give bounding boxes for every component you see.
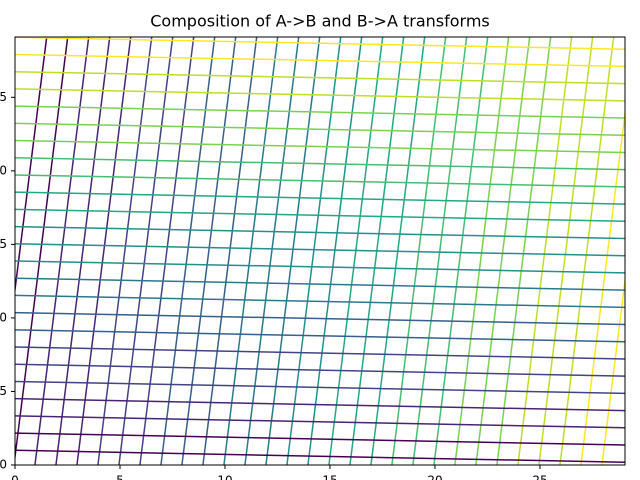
grid-curve xyxy=(559,37,615,465)
axes: 0 5 10 15 20 25 0 5 10 15 20 25 xyxy=(0,36,626,480)
grid-curve xyxy=(15,208,625,223)
grid-curve xyxy=(15,105,625,119)
grid-curve xyxy=(15,174,625,188)
x-tick-label: 20 xyxy=(427,474,442,480)
grid-curve xyxy=(15,139,625,154)
y-tick-label: 10 xyxy=(0,310,7,324)
grid-curve xyxy=(15,311,625,326)
grid-curve xyxy=(15,432,625,446)
grid-curve xyxy=(286,37,342,465)
y-tick-label: 5 xyxy=(0,384,7,398)
grid-curve xyxy=(15,37,48,296)
grid-curve xyxy=(34,37,90,465)
grid-curve xyxy=(181,37,237,465)
grid-curve xyxy=(15,329,625,343)
grid-curve xyxy=(15,415,625,429)
grid-curve xyxy=(15,346,625,360)
grid-curve xyxy=(15,294,625,309)
grid-curve xyxy=(15,191,625,205)
grid-curve xyxy=(433,37,489,465)
chart-title: Composition of A->B and B->A transforms xyxy=(150,12,490,31)
grid-curve xyxy=(307,37,363,465)
grid-curve xyxy=(15,260,625,274)
grid-curve xyxy=(15,243,625,257)
grid-curve xyxy=(15,380,625,395)
plot-area xyxy=(15,37,625,465)
grid-curve xyxy=(160,37,216,465)
grid-curve xyxy=(15,225,625,240)
grid-curve xyxy=(15,449,625,463)
grid-curve xyxy=(139,37,195,465)
grid-curve xyxy=(223,37,279,465)
grid-curve xyxy=(15,88,625,102)
grid-curve xyxy=(15,37,625,50)
x-tick-label: 10 xyxy=(217,474,232,480)
grid-curve xyxy=(15,363,625,377)
grid-curve xyxy=(15,397,625,412)
grid-curve xyxy=(517,37,573,465)
grid-curve xyxy=(496,37,552,465)
y-tick-label: 15 xyxy=(0,237,7,251)
grid-curve xyxy=(15,70,625,85)
grid-curve xyxy=(15,157,625,171)
grid-curve xyxy=(15,37,69,463)
grid-curve xyxy=(580,107,625,465)
y-tick-label: 25 xyxy=(0,90,7,104)
y-tick-label: 20 xyxy=(0,163,7,177)
grid-curve xyxy=(265,37,321,465)
grid-curve xyxy=(202,37,258,465)
grid-curve xyxy=(15,277,625,291)
grid-curve xyxy=(538,37,594,465)
x-tick-label: 5 xyxy=(116,474,124,480)
y-tick-label: 0 xyxy=(0,458,7,472)
grid-curve xyxy=(15,53,625,68)
grid-curve xyxy=(475,37,531,465)
axes-frame xyxy=(14,36,626,466)
grid-curve xyxy=(15,122,625,136)
grid-curve xyxy=(412,37,468,465)
x-tick-label: 15 xyxy=(322,474,337,480)
x-tick-label: 25 xyxy=(532,474,547,480)
grid-curve xyxy=(244,37,300,465)
grid-curve xyxy=(454,37,510,465)
x-tick-label: 0 xyxy=(11,474,19,480)
